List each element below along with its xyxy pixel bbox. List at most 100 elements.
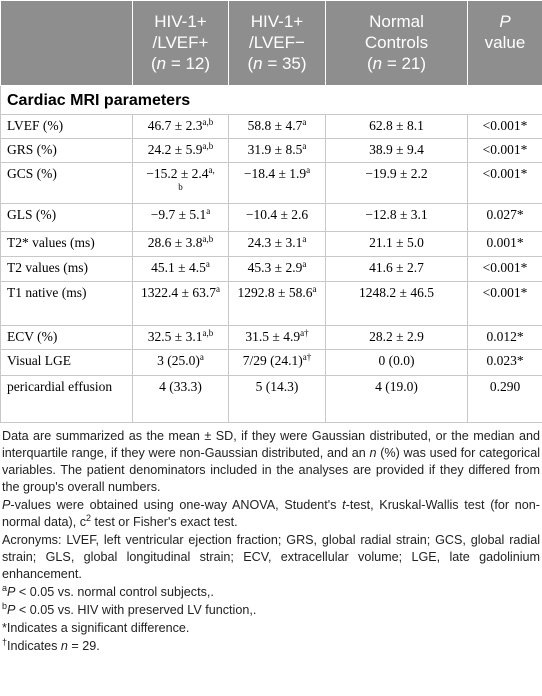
value-cell: −18.4 ± 1.9a xyxy=(228,162,326,204)
text: <0.001* xyxy=(482,166,528,181)
text: 7/29 (24.1) xyxy=(242,353,303,368)
text: 1322.4 ± 63.7 xyxy=(141,285,216,300)
text: -test, Kruskal-Wallis test (for non-norm… xyxy=(2,498,541,529)
text: /LVEF− xyxy=(249,33,305,52)
text: 0.290 xyxy=(489,379,521,394)
italic-text: n xyxy=(156,54,167,73)
label-cell: pericardial effusion xyxy=(0,375,133,423)
value-cell: 1322.4 ± 63.7a xyxy=(132,281,229,326)
value-cell: <0.001* xyxy=(467,256,542,282)
header-cell: Normal Controls (n = 21) xyxy=(325,0,468,86)
value-cell: 7/29 (24.1)a† xyxy=(228,349,326,376)
text: Visual LGE xyxy=(7,353,72,368)
value-cell: 1292.8 ± 58.6a xyxy=(228,281,326,326)
text: 45.1 ± 4.5 xyxy=(151,260,206,275)
superscript: a xyxy=(302,234,307,244)
value-cell: 62.8 ± 8.1 xyxy=(325,114,468,139)
text: = 12) xyxy=(166,54,211,73)
data-row: GCS (%) −15.2 ± 2.4a, b −18.4 ± 1.9a −19.9 ±… xyxy=(0,162,542,204)
superscript: a xyxy=(302,259,307,269)
data-row: LVEF (%) 46.7 ± 2.3a,b 58.8 ± 4.7a 62.8 ± 8… xyxy=(0,114,542,139)
label-cell: T1 native (ms) xyxy=(0,281,133,326)
text: <0.001* xyxy=(482,142,528,157)
text: HIV-1+ xyxy=(154,12,207,31)
footnote: bP < 0.05 vs. HIV with preserved LV func… xyxy=(2,602,540,619)
superscript: a xyxy=(206,206,211,216)
superscript: a xyxy=(306,165,311,175)
text: 28.6 ± 3.8 xyxy=(147,235,203,250)
value-cell: −19.9 ± 2.2 xyxy=(325,162,468,204)
italic-text: P xyxy=(7,585,16,599)
value-cell: 0 (0.0) xyxy=(325,349,468,376)
superscript: a xyxy=(2,583,8,593)
value-cell: 4 (33.3) xyxy=(132,375,229,423)
text: 41.6 ± 2.7 xyxy=(369,260,424,275)
value-cell: 3 (25.0)a xyxy=(132,349,229,376)
section-row: Cardiac MRI parameters xyxy=(0,85,542,115)
superscript: b xyxy=(178,182,183,192)
text: GRS (%) xyxy=(7,142,57,157)
value-cell: 5 (14.3) xyxy=(228,375,326,423)
value-cell: 58.8 ± 4.7a xyxy=(228,114,326,139)
value-cell: −15.2 ± 2.4a, b xyxy=(132,162,229,204)
text: −9.7 ± 5.1 xyxy=(150,207,207,222)
value-cell: 32.5 ± 3.1a,b xyxy=(132,325,229,350)
text: −19.9 ± 2.2 xyxy=(365,166,428,181)
text: −18.4 ± 1.9 xyxy=(243,166,307,181)
text: < 0.05 vs. HIV with preserved LV functio… xyxy=(15,603,257,617)
text: 0.001* xyxy=(486,235,524,250)
text: −10.4 ± 2.6 xyxy=(245,207,309,222)
footnote: Acronyms: LVEF, left ventricular ejectio… xyxy=(2,532,540,583)
text: 0.027* xyxy=(486,207,524,222)
text: test or Fisher's exact test. xyxy=(91,515,238,529)
data-row: T1 native (ms) 1322.4 ± 63.7a 1292.8 ± 58.… xyxy=(0,281,542,326)
text: 5 (14.3) xyxy=(255,379,299,394)
value-cell: 0.023* xyxy=(467,349,542,376)
label-cell: GLS (%) xyxy=(0,203,133,232)
value-cell: 0.012* xyxy=(467,325,542,350)
superscript: a xyxy=(302,141,307,151)
text: 0.012* xyxy=(486,329,524,344)
text: Acronyms: LVEF, left ventricular ejectio… xyxy=(2,533,540,581)
text: 32.5 ± 3.1 xyxy=(147,329,203,344)
label-cell: GRS (%) xyxy=(0,138,133,163)
footnote: †Indicates n = 29. xyxy=(2,638,540,655)
text: <0.001* xyxy=(482,118,528,133)
value-cell: 21.1 ± 5.0 xyxy=(325,231,468,257)
italic-text: P xyxy=(499,12,511,31)
value-cell: 41.6 ± 2.7 xyxy=(325,256,468,282)
text: Normal xyxy=(369,12,424,31)
italic-text: P xyxy=(2,498,11,512)
value-cell: −9.7 ± 5.1a xyxy=(132,203,229,232)
data-row: T2 values (ms) 45.1 ± 4.5a 45.3 ± 2.9a 41.6… xyxy=(0,256,542,282)
text: <0.001* xyxy=(482,260,528,275)
value-cell: 0.290 xyxy=(467,375,542,423)
footnote: aP < 0.05 vs. normal control subjects,. xyxy=(2,584,540,601)
text: < 0.05 vs. normal control subjects,. xyxy=(15,585,214,599)
data-row: T2* values (ms) 28.6 ± 3.8a,b 24.3 ± 3.1a 2… xyxy=(0,231,542,257)
header-cell: HIV-1+ /LVEF− (n = 35) xyxy=(228,0,326,86)
text: 45.3 ± 2.9 xyxy=(247,260,303,275)
superscript: a,b xyxy=(202,117,214,127)
header-row: HIV-1+/LVEF+ (n = 12) HIV-1+/LVEF− (n = 35)… xyxy=(0,0,542,86)
text: Indicates xyxy=(7,639,61,653)
italic-text: t xyxy=(342,498,346,512)
value-cell: 24.2 ± 5.9a,b xyxy=(132,138,229,163)
italic-text: P xyxy=(7,603,16,617)
superscript: 2 xyxy=(86,513,92,523)
label-cell: LVEF (%) xyxy=(0,114,133,139)
data-row: ECV (%) 32.5 ± 3.1a,b 31.5 ± 4.9a† 28.2 ± 2… xyxy=(0,325,542,350)
superscript: a,b xyxy=(202,328,214,338)
italic-text: n xyxy=(60,639,68,653)
text: = 29. xyxy=(67,639,100,653)
value-cell: 28.6 ± 3.8a,b xyxy=(132,231,229,257)
value-cell: <0.001* xyxy=(467,162,542,204)
value-cell: <0.001* xyxy=(467,281,542,326)
label-cell: T2 values (ms) xyxy=(0,256,133,282)
text: 1248.2 ± 46.5 xyxy=(359,285,434,300)
header-cell: HIV-1+ /LVEF+ (n = 12) xyxy=(132,0,229,86)
text: 24.3 ± 3.1 xyxy=(247,235,303,250)
text: = 35) xyxy=(262,54,307,73)
